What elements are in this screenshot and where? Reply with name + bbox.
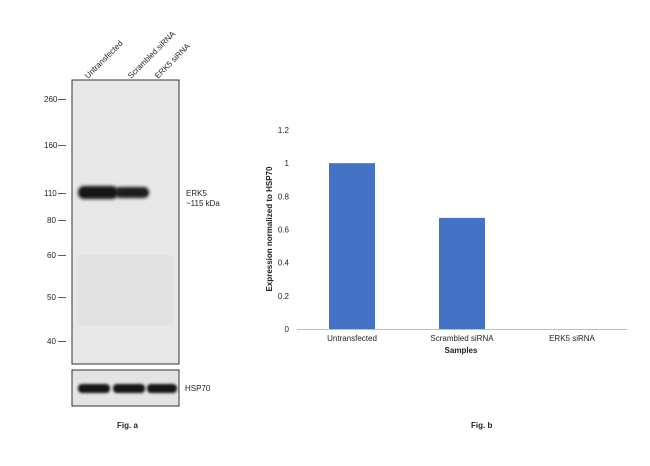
mw-marker-40: 40: [47, 337, 66, 346]
mw-marker-50: 50: [47, 293, 66, 302]
x-tick-label: Scrambled siRNA: [430, 334, 494, 343]
mw-label: 40: [47, 337, 56, 346]
hsp70-band-scrambled: [113, 384, 145, 393]
x-tick-label: Untransfected: [327, 334, 377, 343]
caption-fig-a: Fig. a: [117, 421, 138, 430]
mw-label: 260: [44, 95, 58, 104]
target-size-label: ~115 kDa: [186, 199, 220, 208]
mw-label: 110: [44, 189, 57, 198]
y-tick-label: 0.8: [278, 192, 290, 201]
hsp70-band-untransfected: [78, 384, 110, 393]
y-axis-title: Expression normalized to HSP70: [265, 166, 274, 291]
bar-untransfected: [329, 163, 375, 329]
western-blot-panel: Untransfected Scrambled siRNA ERK5 siRNA…: [44, 29, 220, 430]
mw-marker-160: 160: [44, 141, 66, 150]
y-tick-label: 0: [285, 325, 290, 334]
x-tick-labels: Untransfected Scrambled siRNA ERK5 siRNA: [327, 334, 595, 343]
control-label: HSP70: [185, 384, 211, 393]
y-tick-label: 1.2: [278, 126, 290, 135]
y-tick-label: 0.2: [278, 292, 290, 301]
mw-label: 50: [47, 293, 56, 302]
erk5-band-scrambled: [115, 187, 149, 198]
target-label: ERK5: [186, 189, 207, 198]
mw-label: 60: [47, 251, 56, 260]
mw-label: 80: [47, 216, 56, 225]
bar-chart: 0 0.2 0.4 0.6 0.8 1 1.2 Untransfected Scrambled…: [265, 126, 627, 430]
x-axis-title: Samples: [445, 346, 478, 355]
y-tick-label: 0.6: [278, 226, 290, 235]
caption-fig-b: Fig. b: [471, 421, 492, 430]
lane-label-untransfected: Untransfected: [83, 39, 125, 81]
x-tick-label: ERK5 siRNA: [549, 334, 595, 343]
erk5-band-untransfected: [78, 186, 118, 199]
blot-smear: [78, 255, 173, 325]
y-tick-label: 0.4: [278, 259, 290, 268]
mw-marker-110: 110: [44, 189, 66, 198]
y-tick-label: 1: [285, 159, 290, 168]
lane-label-scrambled: Scrambled siRNA: [126, 29, 177, 80]
hsp70-band-erk5-sirna: [147, 384, 177, 393]
mw-marker-60: 60: [47, 251, 66, 260]
mw-label: 160: [44, 141, 58, 150]
y-axis: 0 0.2 0.4 0.6 0.8 1 1.2: [278, 126, 290, 334]
mw-marker-80: 80: [47, 216, 66, 225]
bars: [329, 163, 485, 329]
bar-scrambled-sirna: [439, 217, 485, 329]
mw-marker-260: 260: [44, 95, 66, 104]
